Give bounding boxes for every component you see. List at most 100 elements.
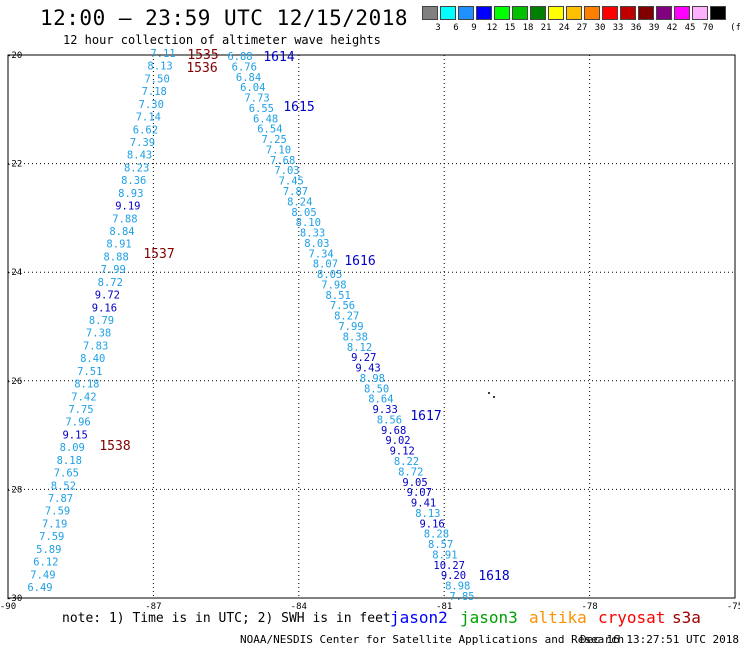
- track2-swh-value: 7.25: [262, 134, 287, 146]
- legend-swatch: [458, 6, 474, 20]
- track2-swh-value: 7.87: [283, 186, 308, 198]
- legend-swatch: [530, 6, 546, 20]
- track2-swh-value: 8.12: [347, 342, 372, 354]
- track1-swh-value: 8.23: [124, 162, 149, 174]
- track2-swh-value: 9.20: [441, 570, 466, 582]
- track2-swh-value: 7.34: [308, 248, 333, 260]
- track2-swh-value: 6.55: [249, 103, 274, 115]
- page-title: 12:00 – 23:59 UTC 12/15/2018: [40, 6, 409, 30]
- track2-swh-value: 8.05: [291, 207, 316, 219]
- track2-swh-value: 8.98: [360, 373, 385, 385]
- legend-swatch: [494, 6, 510, 20]
- track2-swh-value: 7.45: [279, 176, 304, 188]
- track1-swh-value: 9.15: [62, 429, 87, 441]
- legend-swatch: [512, 6, 528, 20]
- track1-swh-value: 8.79: [89, 315, 114, 327]
- track1-swh-value: 6.12: [33, 557, 58, 569]
- track1-swh-value: 8.40: [80, 353, 105, 365]
- legend-label: 36: [630, 23, 642, 33]
- footer-timestamp: Dec 16 13:27:51 UTC 2018: [580, 633, 739, 646]
- track2-swh-value: 8.98: [445, 581, 470, 593]
- track2-swh-value: 9.41: [411, 498, 436, 510]
- legend-swatch: [620, 6, 636, 20]
- track1-time-label: 1535: [187, 48, 218, 63]
- track2-swh-value: 7.68: [270, 155, 295, 167]
- track1-swh-value: 8.52: [51, 480, 76, 492]
- track1-swh-value: 7.88: [112, 213, 137, 225]
- track1-swh-value: 7.19: [42, 518, 67, 530]
- track2-swh-value: 9.43: [355, 363, 380, 375]
- sat-label-jason2: jason2: [390, 608, 448, 627]
- track2-swh-value: 6.54: [257, 124, 282, 136]
- track1-swh-value: 7.30: [139, 99, 164, 111]
- legend-label: 18: [522, 23, 534, 33]
- track2-swh-value: 9.33: [373, 404, 398, 416]
- sat-label-cryosat: cryosat: [598, 608, 666, 627]
- map-frame: [7, 54, 736, 599]
- island-dot: [493, 396, 495, 398]
- legend-swatch: [674, 6, 690, 20]
- track1-swh-value: 7.99: [101, 264, 126, 276]
- track1-swh-value: 7.75: [68, 404, 93, 416]
- note-text: note: 1) Time is in UTC; 2) SWH is in fe…: [62, 611, 391, 626]
- track2-time-label: 1615: [283, 100, 314, 115]
- track2-swh-value: 9.68: [381, 425, 406, 437]
- track1-swh-value: 7.11: [150, 48, 175, 60]
- legend-label: 12: [486, 23, 498, 33]
- track1-time-label: 1538: [99, 439, 130, 454]
- legend-swatch: [584, 6, 600, 20]
- track1-swh-value: 5.89: [36, 544, 61, 556]
- legend-label: 27: [576, 23, 588, 33]
- legend-label: 33: [612, 23, 624, 33]
- track1-swh-value: 7.14: [136, 112, 161, 124]
- legend-swatch: [656, 6, 672, 20]
- track2-swh-value: 6.04: [240, 82, 265, 94]
- track1-swh-value: 6.49: [27, 582, 52, 594]
- track2-swh-value: 7.10: [266, 144, 291, 156]
- page-subtitle: 12 hour collection of altimeter wave hei…: [63, 33, 381, 47]
- footer-credit: NOAA/NESDIS Center for Satellite Applica…: [240, 633, 625, 646]
- lon-tick-label: -81: [436, 602, 452, 612]
- track2-swh-value: 10.27: [433, 560, 465, 572]
- track2-swh-value: 8.03: [304, 238, 329, 250]
- track1-swh-value: 7.83: [83, 340, 108, 352]
- sat-label-s3a: s3a: [672, 608, 701, 627]
- legend-swatch: [566, 6, 582, 20]
- lat-tick-label: -24: [6, 268, 22, 278]
- track2-swh-value: 8.51: [326, 290, 351, 302]
- legend-label: 39: [648, 23, 660, 33]
- track2-swh-value: 6.76: [232, 61, 257, 73]
- lat-tick-label: -28: [6, 485, 22, 495]
- track1-swh-value: 7.18: [142, 86, 167, 98]
- legend-swatch: [476, 6, 492, 20]
- legend-label: 21: [540, 23, 552, 33]
- track1-swh-value: 7.51: [77, 366, 102, 378]
- track1-swh-value: 7.96: [65, 417, 90, 429]
- track2-swh-value: 7.56: [330, 300, 355, 312]
- track2-swh-value: 9.16: [419, 518, 444, 530]
- legend-label: 30: [594, 23, 606, 33]
- lat-tick-label: -30: [6, 594, 22, 604]
- track2-swh-value: 6.48: [253, 113, 278, 125]
- track2-time-label: 1614: [263, 50, 294, 65]
- legend-label: 9: [471, 23, 477, 33]
- legend-swatch: [638, 6, 654, 20]
- track2-swh-value: 8.13: [415, 508, 440, 520]
- track1-swh-value: 7.49: [30, 569, 55, 581]
- track1-swh-value: 8.09: [60, 442, 85, 454]
- track2-swh-value: 7.85: [449, 591, 474, 603]
- track1-swh-value: 7.87: [48, 493, 73, 505]
- legend-label: 3: [435, 23, 441, 33]
- track1-swh-value: 7.65: [54, 468, 79, 480]
- legend-label: 42: [666, 23, 678, 33]
- track1-swh-value: 7.59: [39, 531, 64, 543]
- track1-swh-value: 8.13: [147, 61, 172, 73]
- lon-tick-label: -84: [291, 602, 307, 612]
- track1-swh-value: 8.43: [127, 150, 152, 162]
- legend-swatch: [422, 6, 438, 20]
- track2-swh-value: 8.57: [428, 539, 453, 551]
- track1-swh-value: 9.16: [92, 302, 117, 314]
- track1-swh-value: 7.39: [130, 137, 155, 149]
- track1-swh-value: 9.72: [95, 290, 120, 302]
